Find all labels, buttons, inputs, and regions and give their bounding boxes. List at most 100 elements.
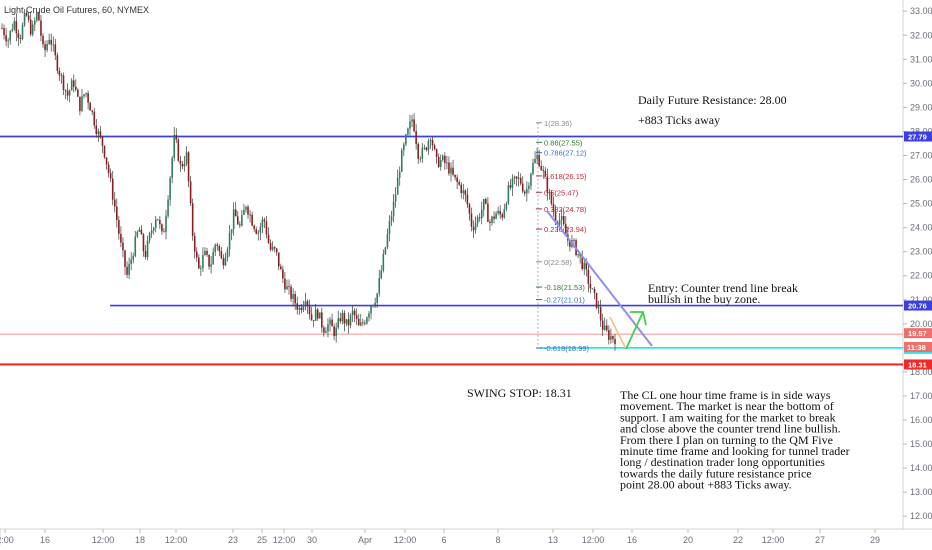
candle-body	[173, 134, 176, 158]
candle-body	[362, 322, 364, 324]
candle-body	[536, 155, 538, 159]
candle-body	[392, 201, 395, 217]
x-tick-label: 12:00	[273, 535, 296, 545]
candle-body	[36, 12, 38, 21]
price-badge-label: 20.76	[908, 302, 927, 311]
candle-body	[528, 185, 530, 189]
candle-body	[29, 19, 32, 35]
candle-body	[501, 214, 504, 218]
candle-body	[91, 110, 94, 112]
candle-body	[384, 247, 387, 254]
candle-body	[234, 209, 237, 217]
candle-body	[101, 136, 104, 146]
horizontal-levels	[0, 135, 903, 366]
candle-body	[152, 227, 155, 231]
candle-body	[511, 178, 514, 188]
candle-body	[7, 40, 9, 42]
candle-body	[339, 318, 342, 322]
candle-body	[390, 216, 393, 222]
candle-body	[118, 220, 120, 234]
candle-body	[316, 309, 319, 319]
candle-body	[470, 213, 473, 227]
candle-body	[40, 20, 42, 36]
y-tick-label: 28.00	[910, 126, 932, 136]
y-tick-label: 15.00	[910, 439, 932, 449]
candle-body	[450, 167, 452, 174]
candle-body	[614, 339, 616, 345]
candle-body	[581, 256, 583, 269]
candle-body	[530, 173, 532, 186]
candle-body	[216, 244, 219, 247]
candle-body	[277, 252, 280, 267]
projection-down-line	[609, 316, 627, 350]
counter-trend-line[interactable]	[546, 210, 653, 347]
candle-body	[189, 181, 192, 204]
candle-body	[403, 144, 405, 151]
time-axis[interactable]: 2:00 16 12:00 18 12:00 23 25 12:00 30 Apr 12:00 6 8 1…	[0, 529, 880, 545]
countdown-badge-label: 11:38	[907, 343, 926, 352]
y-tick-label: 27.00	[910, 150, 932, 160]
candle-body	[542, 169, 545, 171]
fib-retracement[interactable]: 1(28.36) 0.86(27.55) 0.786(27.12) 0.618(26.…	[536, 119, 590, 353]
candle-body	[269, 242, 272, 250]
candle-body	[267, 234, 270, 243]
candle-body	[134, 236, 137, 256]
candle-body	[560, 216, 563, 220]
candle-body	[273, 247, 276, 249]
candle-body	[306, 301, 309, 306]
candle-body	[284, 278, 286, 290]
candle-body	[513, 176, 516, 179]
y-tick-label: 24.00	[910, 223, 932, 233]
analysis-note: The CL one hour time frame is in side wa…	[620, 388, 850, 492]
chart-title: Light Crude Oil Futures, 60, NYMEX	[4, 5, 149, 15]
candle-body	[400, 150, 403, 172]
candle-body	[468, 204, 471, 214]
candle-body	[146, 240, 149, 257]
candle-body	[417, 143, 419, 159]
candle-body	[310, 314, 313, 321]
candle-body	[366, 317, 368, 324]
candle-body	[95, 125, 98, 135]
candle-body	[202, 255, 204, 269]
candle-body	[378, 277, 381, 294]
candle-body	[130, 259, 132, 265]
candle-body	[605, 325, 608, 331]
candle-body	[331, 319, 333, 327]
fib-level-label: 1(28.36)	[544, 119, 572, 128]
candle-body	[314, 309, 317, 321]
candle-body	[585, 262, 588, 270]
price-badge	[904, 300, 932, 311]
candle-body	[382, 253, 385, 271]
candle-body	[489, 221, 491, 223]
candle-body	[247, 206, 249, 215]
candle-body	[603, 325, 606, 330]
candle-body	[161, 224, 163, 232]
candle-body	[517, 177, 520, 179]
candle-body	[431, 139, 434, 146]
candle-body	[163, 231, 165, 233]
candle-body	[435, 149, 438, 157]
candle-body	[462, 190, 465, 194]
candle-body	[333, 326, 335, 337]
candle-body	[122, 242, 124, 251]
candle-body	[261, 219, 264, 228]
candle-body	[321, 312, 323, 328]
analysis-line: movement. The market is near the bottom …	[620, 399, 834, 413]
candle-body	[126, 266, 128, 275]
candle-body	[458, 182, 460, 185]
candle-body	[103, 145, 106, 158]
candle-body	[230, 229, 233, 234]
candle-body	[444, 155, 446, 164]
candle-body	[370, 306, 372, 314]
candle-body	[288, 286, 290, 287]
candle-body	[595, 292, 598, 308]
candle-body	[466, 194, 469, 205]
candle-body	[335, 327, 337, 337]
candle-body	[599, 307, 602, 321]
candle-body	[3, 28, 5, 36]
candle-body	[21, 24, 24, 39]
candle-body	[224, 257, 227, 266]
candle-body	[140, 229, 143, 235]
candle-body	[204, 250, 206, 256]
